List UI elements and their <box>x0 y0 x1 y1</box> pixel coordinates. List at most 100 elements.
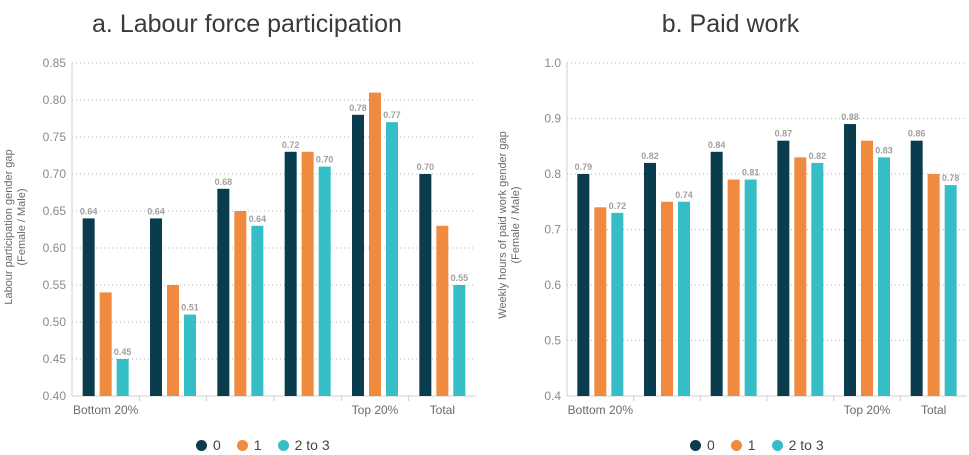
bar-1 <box>594 207 607 396</box>
y-tick-label: 0.45 <box>43 352 67 366</box>
chart-legend: 0 1 2 to 3 <box>196 437 330 453</box>
x-tick-label: Bottom 20% <box>568 403 634 417</box>
y-tick-label: 0.80 <box>43 93 67 107</box>
data-label: 0.82 <box>641 151 659 161</box>
data-label: 0.72 <box>282 140 300 150</box>
y-tick-label: 0.5 <box>544 334 561 348</box>
data-label: 0.45 <box>114 347 132 357</box>
bar-1 <box>99 292 112 396</box>
legend-item: 0 <box>690 437 715 453</box>
bar-1 <box>727 179 740 396</box>
legend-item: 0 <box>196 437 221 453</box>
bar-2-to-3 <box>184 314 196 396</box>
data-label: 0.84 <box>708 140 726 150</box>
data-label: 0.72 <box>609 201 627 211</box>
bar-2-to-3 <box>678 201 690 396</box>
y-tick-label: 0.50 <box>43 315 67 329</box>
bar-2-to-3 <box>878 157 890 396</box>
y-tick-label: 0.70 <box>43 167 67 181</box>
bar-0 <box>777 140 790 396</box>
bar-0 <box>710 151 723 396</box>
bar-2-to-3 <box>116 359 129 396</box>
chart-plot: 0.40 0.45 0.50 0.55 0.60 0.65 0.70 0.75 0.80 0.85… <box>43 56 476 417</box>
legend-swatch <box>277 439 289 451</box>
bar-1 <box>301 151 314 396</box>
bar-1 <box>661 201 673 396</box>
x-tick-label: Bottom 20% <box>73 403 139 417</box>
legend-swatch <box>690 439 701 451</box>
bar-2-to-3 <box>611 212 624 396</box>
bar-0 <box>419 174 432 396</box>
y-tick-label: 0.7 <box>544 223 561 237</box>
legend-swatch <box>730 439 742 451</box>
bar-1 <box>927 174 940 396</box>
y-tick-label: 1.0 <box>544 56 561 70</box>
legend-swatch <box>236 439 248 451</box>
y-tick-label: 0.85 <box>43 56 67 70</box>
bar-0 <box>910 140 923 396</box>
data-label: 0.83 <box>875 145 893 155</box>
chart-plot: 0.4 0.5 0.6 0.7 0.8 0.9 1.0 0.79 0.72 Bottom 20% 0… <box>544 56 967 417</box>
y-tick-label: 0.65 <box>43 204 67 218</box>
data-label: 0.74 <box>675 190 693 200</box>
x-tick-label: Total <box>921 403 946 417</box>
data-label: 0.82 <box>809 151 827 161</box>
y-tick-label: 0.55 <box>43 278 67 292</box>
data-label: 0.78 <box>942 173 960 183</box>
legend-label: 2 to 3 <box>294 437 330 453</box>
legend-label: 1 <box>253 437 262 453</box>
bar-2-to-3 <box>318 166 331 396</box>
bar-0 <box>217 188 230 396</box>
bar-2-to-3 <box>744 179 757 396</box>
y-tick-label: 0.60 <box>43 241 67 255</box>
chart-title: a. Labour force participation <box>92 10 402 38</box>
data-label: 0.55 <box>451 273 469 283</box>
data-label: 0.64 <box>147 206 165 216</box>
legend-item: 2 to 3 <box>771 437 824 453</box>
data-label: 0.78 <box>349 103 367 113</box>
bar-0 <box>82 218 95 396</box>
bar-2-to-3 <box>811 162 824 396</box>
legend-label: 1 <box>747 437 756 453</box>
data-label: 0.70 <box>316 155 334 165</box>
chart-title: b. Paid work <box>661 10 800 38</box>
legend-label: 2 to 3 <box>788 437 824 453</box>
y-tick-label: 0.8 <box>544 167 561 181</box>
data-label: 0.64 <box>249 214 267 224</box>
bar-2-to-3 <box>251 225 264 396</box>
chart-legend: 0 1 2 to 3 <box>690 437 824 453</box>
bar-1 <box>167 285 179 396</box>
data-label: 0.77 <box>383 110 401 120</box>
data-label: 0.81 <box>742 168 760 178</box>
bar-0 <box>844 124 856 397</box>
y-tick-label: 0.6 <box>544 278 561 292</box>
y-tick-label: 0.40 <box>43 389 67 403</box>
data-label: 0.86 <box>908 129 926 139</box>
data-label: 0.87 <box>775 129 793 139</box>
legend-item: 1 <box>730 437 756 453</box>
bar-0 <box>284 151 297 396</box>
y-tick-label: 0.9 <box>544 112 561 126</box>
bar-1 <box>794 157 807 396</box>
bar-0 <box>150 218 162 396</box>
legend-label: 0 <box>213 437 221 453</box>
legend-label: 0 <box>707 437 715 453</box>
bar-1 <box>861 140 873 396</box>
data-label: 0.51 <box>181 303 199 313</box>
data-label: 0.79 <box>575 162 593 172</box>
chart-panel-b: b. Paid work Weekly hours of paid work g… <box>492 0 969 455</box>
bar-0 <box>644 162 656 396</box>
chart-panel-a: a. Labour force participation Labour par… <box>0 0 484 455</box>
bar-2-to-3 <box>386 122 398 396</box>
bar-1 <box>436 225 449 396</box>
x-tick-label: Top 20% <box>844 403 891 417</box>
y-tick-label: 0.75 <box>43 130 67 144</box>
bar-0 <box>352 114 364 397</box>
y-tick-label: 0.4 <box>544 389 561 403</box>
data-label: 0.68 <box>215 177 233 187</box>
data-label: 0.64 <box>80 206 98 216</box>
legend-swatch <box>196 439 207 451</box>
x-tick-label: Total <box>430 403 455 417</box>
legend-item: 1 <box>236 437 262 453</box>
legend-item: 2 to 3 <box>277 437 330 453</box>
